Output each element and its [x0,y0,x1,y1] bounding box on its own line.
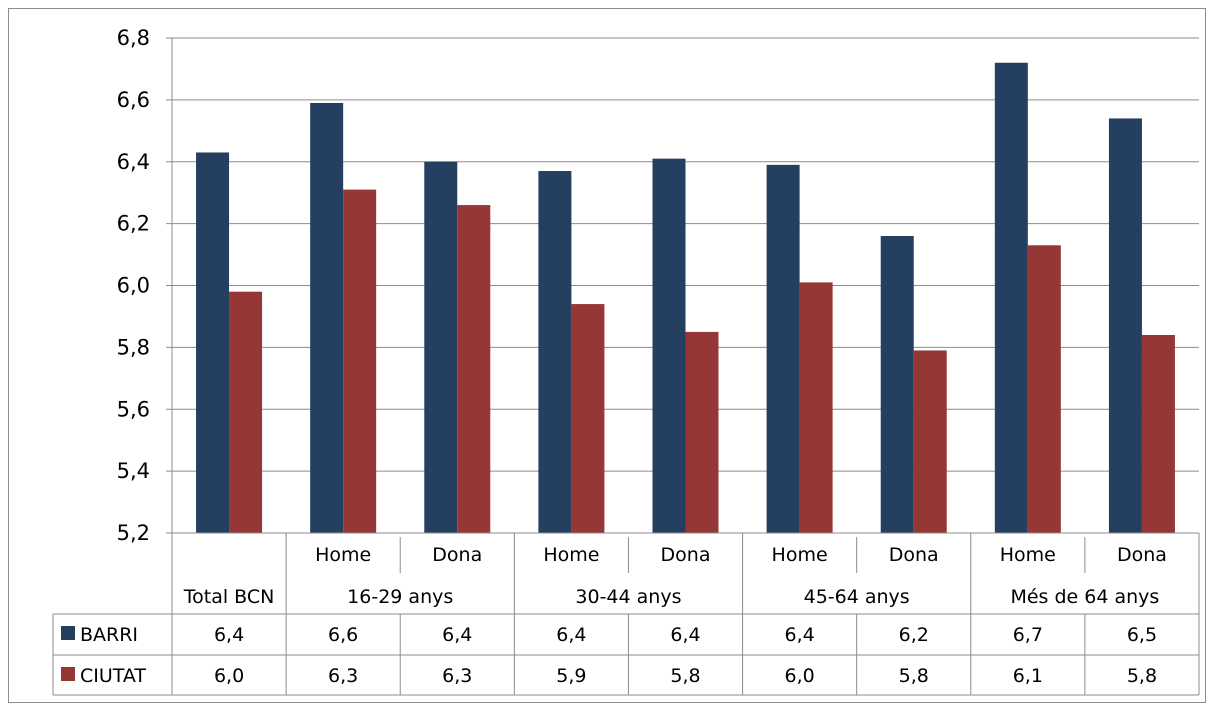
data-table-cell: 6,6 [328,624,358,646]
category-sublabel: Home [543,544,599,566]
data-table-cell: 6,7 [1013,624,1043,646]
data-table-cell: 5,8 [899,665,929,687]
bar-barri [424,161,458,533]
bar-barri [310,102,344,533]
data-table-cell: 6,4 [556,624,586,646]
legend-swatch-ciutat [61,667,75,681]
bar-barri [994,62,1028,533]
y-tick-label: 6,8 [117,26,150,50]
category-sublabel: Dona [432,544,482,566]
bar-ciutat [457,205,491,533]
bar-barri [880,236,914,533]
legend-swatch-barri [61,626,75,640]
data-table-cell: 5,8 [670,665,700,687]
y-tick-label: 6,2 [117,212,150,236]
legend-label-ciutat: CIUTAT [80,665,146,687]
category-group-label: 16-29 anys [347,586,453,608]
y-tick-label: 5,6 [117,397,150,421]
bar-ciutat [913,350,947,533]
legend-label-barri: BARRI [80,624,138,646]
data-table-cell: 6,3 [442,665,472,687]
bar-ciutat [799,282,833,533]
category-sublabel: Home [315,544,371,566]
data-table-cell: 6,4 [785,624,815,646]
bar-ciutat [1141,335,1175,533]
bar-barri [196,152,230,533]
y-tick-label: 5,2 [117,521,150,545]
y-tick-label: 5,4 [117,459,150,483]
y-tick-label: 6,4 [117,150,150,174]
data-table-cell: 6,3 [328,665,358,687]
bar-ciutat [685,331,719,533]
category-group-label: 30-44 anys [575,586,681,608]
bar-ciutat [343,189,377,533]
category-group-label: Total BCN [183,586,275,608]
data-table-cell: 6,0 [785,665,815,687]
y-tick-label: 5,8 [117,335,150,359]
data-table-cell: 6,5 [1127,624,1157,646]
bar-barri [1108,118,1142,533]
data-table-cell: 6,4 [214,624,244,646]
data-table: Home Dona Home Dona Home Dona Home Dona Total BC… [52,532,1200,696]
category-sublabel: Home [772,544,828,566]
y-tick-label: 6,0 [117,274,150,298]
bar-ciutat [571,304,605,533]
bar-ciutat [229,291,263,533]
bar-barri [766,164,800,533]
data-table-cell: 6,4 [670,624,700,646]
chart-frame [8,8,1206,703]
y-tick-label: 6,6 [117,88,150,112]
data-table-cell: 6,4 [442,624,472,646]
category-sublabel: Home [1000,544,1056,566]
category-group-label: Més de 64 anys [1010,586,1159,608]
bar-barri [652,158,686,533]
bar-barri [538,171,572,533]
data-table-cell: 6,0 [214,665,244,687]
bar-ciutat [1027,245,1061,533]
data-table-cell: 5,8 [1127,665,1157,687]
bars [196,62,1175,533]
data-table-cell: 6,1 [1013,665,1043,687]
category-group-label: 45-64 anys [804,586,910,608]
axes: 5,2 5,4 5,6 5,8 6,0 6,2 6,4 6,6 6,8 [117,26,173,545]
category-sublabel: Dona [889,544,939,566]
data-table-cell: 6,2 [899,624,929,646]
category-sublabel: Dona [661,544,711,566]
category-sublabel: Dona [1117,544,1167,566]
data-table-cell: 5,9 [556,665,586,687]
